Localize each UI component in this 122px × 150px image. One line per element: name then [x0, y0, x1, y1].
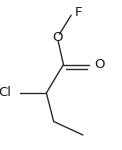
Text: O: O	[52, 31, 63, 44]
Text: O: O	[94, 58, 104, 71]
Text: F: F	[74, 6, 82, 18]
Text: Cl: Cl	[0, 87, 11, 99]
